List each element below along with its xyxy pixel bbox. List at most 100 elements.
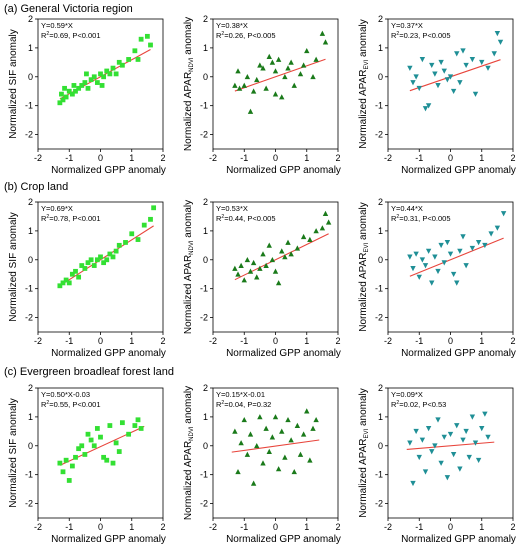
- data-point: [119, 62, 125, 68]
- data-point: [79, 443, 85, 449]
- y-tick-label: -1: [200, 284, 208, 294]
- data-point: [272, 414, 279, 420]
- data-point: [104, 68, 110, 74]
- data-point: [107, 423, 113, 428]
- data-point: [260, 65, 266, 71]
- y-tick-label: 2: [203, 383, 208, 393]
- data-point: [291, 82, 297, 88]
- data-point: [313, 416, 319, 423]
- data-point: [469, 245, 476, 252]
- y-tick-label: 2: [378, 197, 383, 207]
- y-tick-label: 0: [378, 255, 383, 265]
- data-point: [425, 103, 432, 109]
- x-axis-label: Normalized GPP anomaly: [226, 534, 341, 545]
- x-tick-label: 0: [98, 336, 103, 346]
- regression-equation: Y=0.59*X: [41, 21, 73, 30]
- data-point: [85, 431, 91, 437]
- data-point: [247, 268, 254, 274]
- data-point: [282, 454, 288, 460]
- data-point: [254, 442, 260, 449]
- data-point: [319, 30, 326, 36]
- x-tick-label: 0: [448, 522, 453, 532]
- data-point: [101, 260, 107, 266]
- y-tick-label: 0: [378, 72, 383, 82]
- data-point: [57, 283, 63, 289]
- y-tick-label: 1: [378, 412, 383, 422]
- data-point: [475, 457, 482, 464]
- data-point: [441, 434, 447, 440]
- data-point: [438, 242, 444, 249]
- x-tick-label: -2: [384, 336, 392, 346]
- x-tick-label: 1: [304, 522, 309, 532]
- data-point: [432, 254, 438, 260]
- data-point: [91, 443, 97, 449]
- data-point: [285, 65, 291, 71]
- y-tick-label: 2: [378, 383, 383, 393]
- fit-line: [231, 439, 320, 453]
- data-point: [282, 73, 288, 80]
- x-tick-label: 1: [129, 522, 134, 532]
- data-point: [457, 80, 463, 86]
- row-title: (a) General Victoria region: [4, 3, 133, 15]
- y-tick-label: -1: [25, 101, 33, 111]
- regression-stats: R2=0.26, P<0.005: [216, 31, 276, 40]
- data-point: [457, 248, 463, 254]
- data-point: [444, 475, 451, 481]
- data-point: [232, 265, 238, 271]
- y-tick-label: -2: [200, 313, 208, 323]
- data-point: [110, 254, 116, 260]
- data-point: [71, 83, 77, 88]
- data-point: [104, 257, 110, 263]
- data-point: [57, 100, 63, 106]
- regression-stats: R2=0.78, P<0.001: [41, 214, 101, 223]
- data-point: [435, 83, 441, 89]
- regression-equation: Y=0.38*X: [216, 21, 248, 30]
- data-point: [447, 74, 454, 80]
- regression-stats: R2=0.23, P<0.005: [391, 31, 451, 40]
- data-point: [135, 57, 141, 62]
- data-point: [291, 468, 297, 475]
- data-point: [307, 457, 313, 463]
- data-point: [279, 248, 285, 254]
- data-point: [110, 460, 116, 466]
- data-point: [413, 74, 419, 80]
- x-tick-label: 2: [335, 522, 340, 532]
- y-tick-label: -1: [200, 101, 208, 111]
- x-tick-label: 0: [273, 522, 278, 532]
- x-tick-label: -2: [34, 336, 42, 346]
- data-point: [497, 39, 504, 45]
- data-point: [300, 62, 307, 68]
- data-point: [438, 460, 444, 466]
- data-point: [238, 262, 244, 268]
- x-tick-label: -2: [384, 153, 392, 163]
- data-point: [272, 268, 279, 274]
- y-axis-label: Normalized SIF anomaly: [8, 29, 19, 138]
- data-point: [447, 251, 454, 257]
- data-point: [104, 457, 110, 463]
- data-point: [269, 59, 276, 65]
- data-point: [126, 57, 132, 62]
- scatter-panel: -2 -1 0 1 2 -2 -1 0 1 2 Normalized GPP anomaly Norm…: [183, 14, 341, 176]
- data-point: [76, 85, 82, 91]
- y-tick-label: 0: [28, 441, 33, 451]
- data-point: [469, 57, 476, 63]
- data-point: [238, 440, 244, 446]
- data-point: [79, 263, 85, 268]
- data-point: [429, 449, 435, 455]
- x-tick-label: 1: [479, 336, 484, 346]
- scatter-panel: -2 -1 0 1 2 -2 -1 0 1 2 Normalized GPP anomaly Norm…: [358, 383, 516, 545]
- data-point: [85, 260, 91, 266]
- x-tick-label: 2: [510, 522, 515, 532]
- x-tick-label: 1: [479, 153, 484, 163]
- data-point: [319, 225, 326, 231]
- y-tick-label: -2: [375, 499, 383, 509]
- data-point: [94, 426, 100, 431]
- data-point: [494, 31, 501, 37]
- data-point: [94, 80, 100, 85]
- scatter-panel: -2 -1 0 1 2 -2 -1 0 1 2 Normalized GPP anomaly Norm…: [183, 383, 341, 545]
- data-point: [129, 231, 135, 237]
- fit-line: [406, 441, 495, 450]
- y-tick-label: 1: [378, 43, 383, 53]
- x-tick-label: 0: [273, 336, 278, 346]
- data-point: [113, 440, 119, 446]
